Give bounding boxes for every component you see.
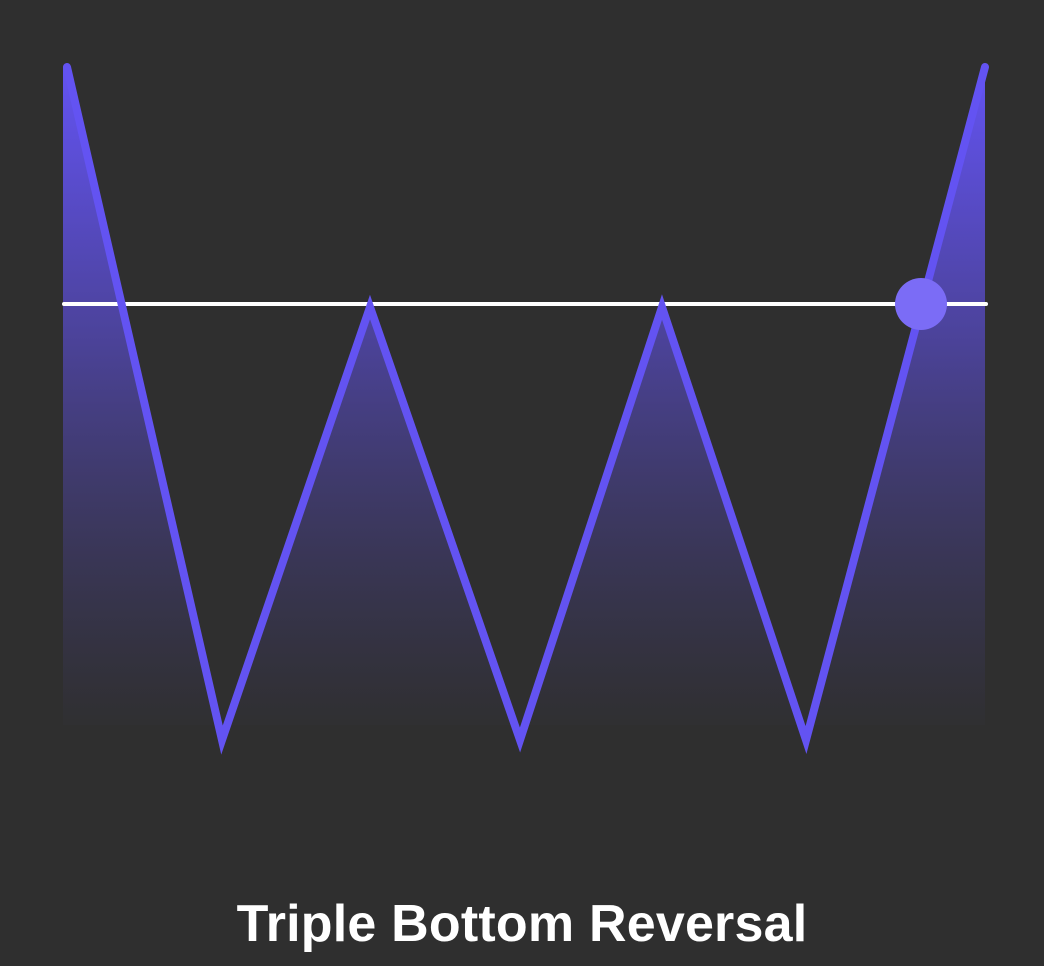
breakout-marker: [895, 278, 947, 330]
price-line: [63, 63, 989, 755]
price-area-fill: [63, 67, 985, 740]
diagram-title: Triple Bottom Reversal: [236, 895, 808, 953]
